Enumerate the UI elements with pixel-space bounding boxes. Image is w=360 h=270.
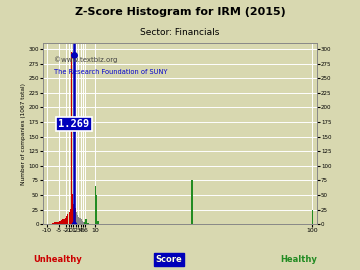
- Bar: [79, 218, 81, 224]
- Text: Z-Score Histogram for IRM (2015): Z-Score Histogram for IRM (2015): [75, 7, 285, 17]
- Bar: [54, 222, 55, 224]
- Bar: [65, 218, 66, 224]
- Bar: [68, 212, 70, 224]
- Bar: [59, 221, 60, 224]
- Bar: [96, 195, 98, 224]
- Text: Sector: Financials: Sector: Financials: [140, 28, 220, 37]
- Text: ©www.textbiz.org: ©www.textbiz.org: [54, 56, 117, 63]
- Bar: [66, 216, 67, 224]
- Text: Healthy: Healthy: [280, 255, 317, 264]
- Bar: [55, 222, 57, 224]
- Bar: [84, 222, 85, 224]
- Text: The Research Foundation of SUNY: The Research Foundation of SUNY: [54, 69, 168, 75]
- Bar: [76, 212, 77, 224]
- Bar: [78, 217, 79, 224]
- Bar: [63, 220, 64, 224]
- Bar: [85, 220, 86, 224]
- Text: Score: Score: [156, 255, 183, 264]
- Bar: [58, 222, 59, 224]
- Bar: [72, 194, 73, 224]
- Bar: [312, 210, 313, 224]
- Text: 1.269: 1.269: [58, 119, 90, 129]
- Bar: [88, 223, 89, 224]
- Bar: [51, 223, 53, 224]
- Bar: [61, 220, 62, 224]
- Bar: [70, 209, 71, 224]
- Bar: [83, 222, 84, 224]
- Y-axis label: Number of companies (1067 total): Number of companies (1067 total): [21, 83, 26, 185]
- Bar: [192, 180, 193, 224]
- Bar: [71, 52, 72, 224]
- Text: Unhealthy: Unhealthy: [33, 255, 82, 264]
- Bar: [95, 186, 96, 224]
- Bar: [53, 223, 54, 224]
- Bar: [67, 214, 68, 224]
- Bar: [98, 221, 99, 224]
- Bar: [75, 208, 76, 224]
- Bar: [82, 221, 83, 224]
- Bar: [57, 222, 58, 224]
- Bar: [73, 204, 75, 224]
- Text: Score: Score: [156, 255, 183, 264]
- Bar: [64, 219, 65, 224]
- Bar: [87, 223, 88, 224]
- Bar: [77, 215, 78, 224]
- Bar: [81, 220, 82, 224]
- Bar: [60, 221, 61, 224]
